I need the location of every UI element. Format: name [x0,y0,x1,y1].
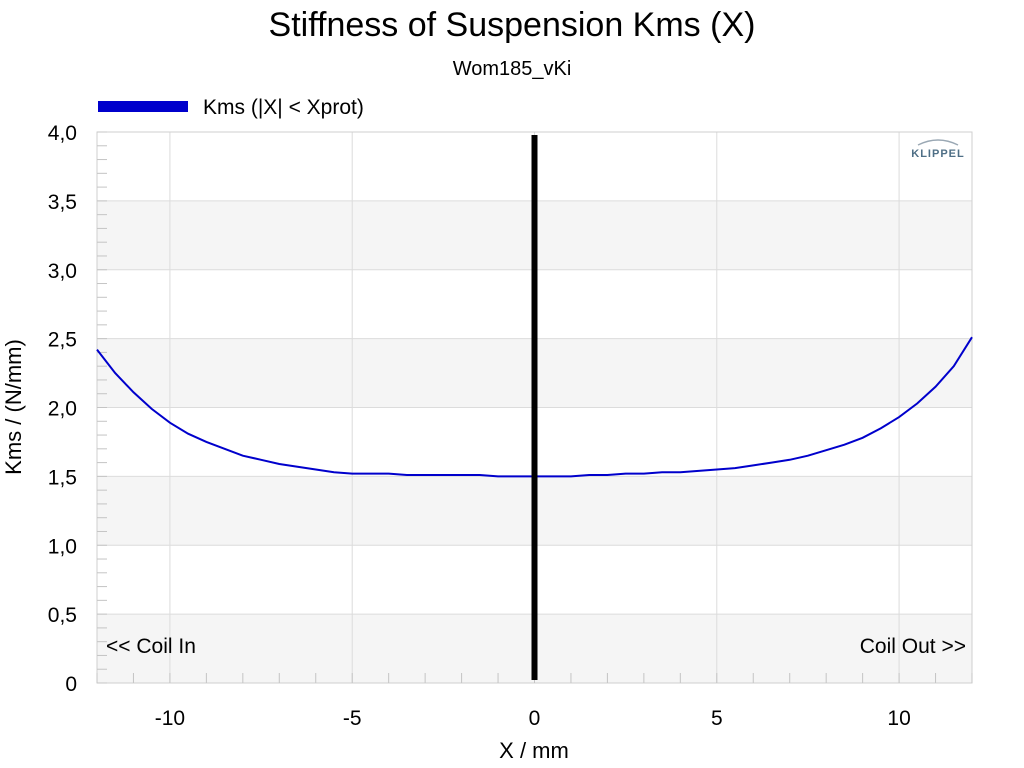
y-tick-label: 1,0 [48,535,77,558]
coil-in-annotation: << Coil In [106,635,196,658]
logo-arc [917,139,959,146]
x-tick-label: 10 [887,707,910,730]
y-tick-label: 3,0 [48,260,77,283]
x-tick-label: -10 [155,707,185,730]
y-axis-label: Kms / (N/mm) [1,339,26,475]
y-tick-label: 1,5 [48,466,77,489]
chart-subtitle: Wom185_vKi [453,58,572,80]
x-axis-label: X / mm [499,738,569,763]
y-tick-label: 2,5 [48,329,77,352]
x-tick-label: 5 [711,707,723,730]
y-tick-label: 4,0 [48,122,77,145]
x-tick-labels: -10 -5 0 5 10 [155,707,911,730]
minor-ticks [96,131,973,684]
legend-label: Kms (|X| < Xprot) [203,96,364,119]
chart-title: Stiffness of Suspension Kms (X) [269,6,756,44]
y-tick-label: 0,5 [48,604,77,627]
x-tick-label: -5 [343,707,362,730]
y-tick-label: 3,5 [48,191,77,214]
y-tick-label: 2,0 [48,398,77,421]
legend-swatch [98,101,188,112]
x-tick-label: 0 [529,707,541,730]
y-tick-labels: 0 0,5 1,0 1,5 2,0 2,5 3,0 3,5 4,0 [48,122,77,696]
klippel-logo: KLIPPEL [911,139,964,160]
logo-text: KLIPPEL [911,148,964,160]
y-tick-label: 0 [65,673,77,696]
coil-out-annotation: Coil Out >> [860,635,966,658]
